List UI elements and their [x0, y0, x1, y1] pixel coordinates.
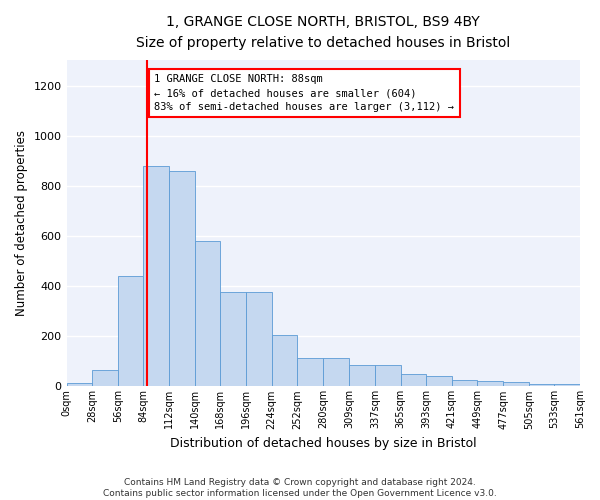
Bar — [529, 384, 554, 386]
Bar — [323, 358, 349, 386]
Bar — [297, 358, 323, 386]
Bar — [143, 166, 169, 386]
Bar — [118, 276, 143, 386]
Bar — [503, 382, 529, 386]
Text: 1 GRANGE CLOSE NORTH: 88sqm
← 16% of detached houses are smaller (604)
83% of se: 1 GRANGE CLOSE NORTH: 88sqm ← 16% of det… — [154, 74, 454, 112]
Bar — [401, 374, 426, 386]
Bar — [554, 384, 580, 386]
Bar — [194, 241, 220, 386]
Bar — [169, 171, 194, 386]
Bar — [246, 292, 272, 386]
Bar — [220, 292, 246, 386]
Y-axis label: Number of detached properties: Number of detached properties — [15, 130, 28, 316]
Bar — [92, 370, 118, 386]
Bar — [67, 382, 92, 386]
Bar — [349, 365, 375, 386]
Bar — [272, 335, 297, 386]
Title: 1, GRANGE CLOSE NORTH, BRISTOL, BS9 4BY
Size of property relative to detached ho: 1, GRANGE CLOSE NORTH, BRISTOL, BS9 4BY … — [136, 15, 511, 50]
X-axis label: Distribution of detached houses by size in Bristol: Distribution of detached houses by size … — [170, 437, 476, 450]
Text: Contains HM Land Registry data © Crown copyright and database right 2024.
Contai: Contains HM Land Registry data © Crown c… — [103, 478, 497, 498]
Bar — [375, 365, 401, 386]
Bar — [452, 380, 478, 386]
Bar — [426, 376, 452, 386]
Bar — [478, 382, 503, 386]
